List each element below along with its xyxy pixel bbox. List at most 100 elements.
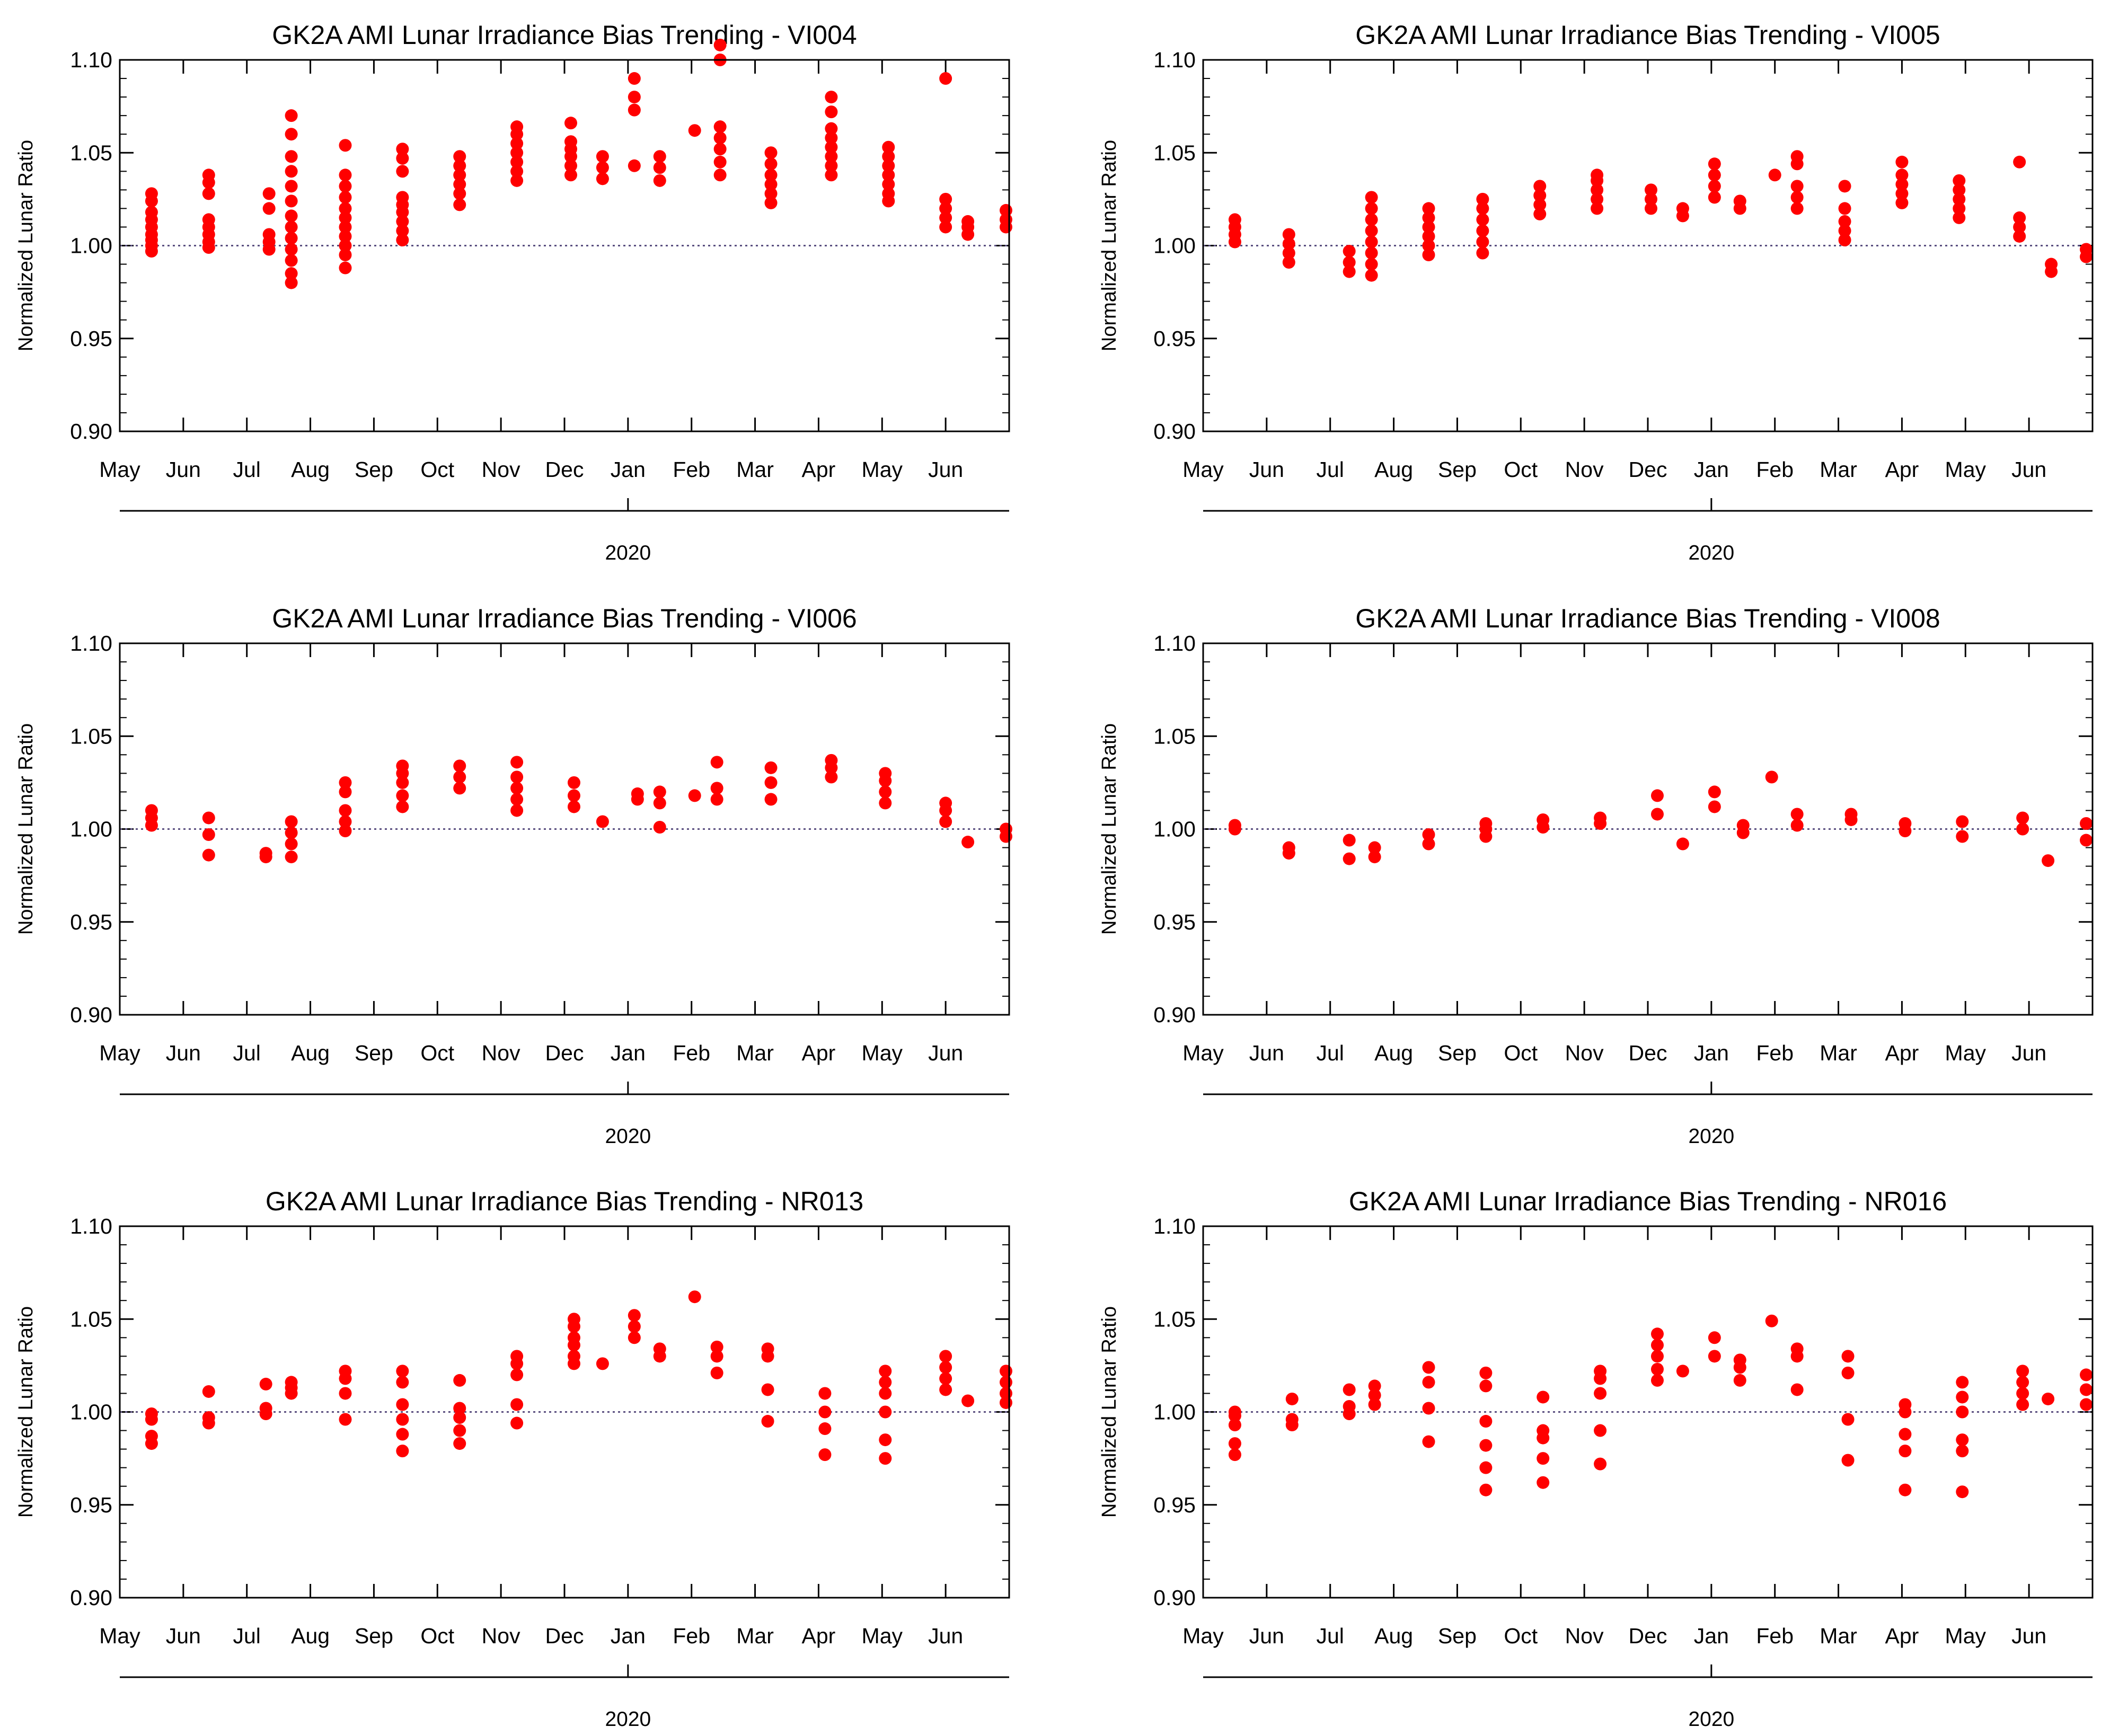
data-point: [825, 131, 838, 145]
data-point: [1591, 183, 1604, 197]
data-point: [2016, 1398, 2029, 1411]
data-point: [453, 759, 466, 773]
data-point: [1956, 830, 1969, 843]
data-point: [764, 187, 778, 200]
data-point: [1594, 1457, 1607, 1471]
data-point: [1228, 1419, 1241, 1432]
data-point: [1790, 191, 1804, 204]
x-month-label: Jan: [1694, 1624, 1729, 1648]
data-point: [2080, 243, 2093, 256]
data-point: [688, 124, 701, 137]
data-point: [1841, 1366, 1855, 1379]
x-month-label: Jul: [233, 1624, 261, 1648]
data-point: [1676, 202, 1689, 215]
data-point: [1838, 180, 1851, 193]
data-point: [339, 202, 352, 215]
data-point: [1422, 220, 1435, 234]
plot-frame: [119, 59, 1010, 432]
y-tick-label: 0.95: [1153, 910, 1196, 934]
data-point: [259, 1377, 272, 1390]
data-point: [764, 776, 778, 789]
y-tick-label: 0.90: [70, 419, 112, 444]
y-tick-label: 1.00: [1153, 817, 1196, 842]
data-point: [818, 1448, 832, 1462]
data-point: [825, 140, 838, 154]
y-tick-label: 1.10: [70, 1214, 112, 1238]
y-tick-label: 1.00: [70, 817, 112, 842]
data-point: [1537, 1476, 1550, 1489]
data-point: [939, 211, 952, 224]
data-point: [1422, 837, 1435, 851]
x-month-label: Jun: [928, 1041, 963, 1065]
data-point: [1285, 1392, 1299, 1405]
data-point: [1343, 256, 1356, 269]
data-point: [396, 759, 409, 773]
data-point: [510, 1398, 524, 1411]
data-point: [396, 152, 409, 165]
data-point: [939, 1383, 952, 1396]
data-point: [1533, 198, 1547, 211]
data-point: [339, 229, 352, 243]
y-axis-label: Normalized Lunar Ratio: [1098, 1306, 1120, 1518]
data-point: [1790, 1342, 1804, 1356]
data-point: [1650, 1339, 1664, 1352]
data-point: [1422, 1435, 1435, 1448]
data-point: [596, 161, 609, 174]
data-point: [710, 1366, 723, 1379]
data-point: [510, 1416, 524, 1430]
data-point: [339, 169, 352, 182]
data-point: [1650, 1374, 1664, 1387]
year-label: 2020: [605, 1125, 651, 1148]
data-point: [1537, 1452, 1550, 1465]
data-point: [825, 91, 838, 104]
y-tick-label: 1.05: [1153, 1307, 1196, 1331]
x-month-label: Oct: [420, 457, 454, 482]
data-point: [262, 187, 276, 200]
chart-title: GK2A AMI Lunar Irradiance Bias Trending …: [1355, 604, 1940, 633]
data-point: [567, 1331, 580, 1344]
data-point: [882, 187, 895, 200]
data-point: [510, 1368, 524, 1381]
x-month-label: Nov: [1565, 1624, 1604, 1648]
x-month-label: Jul: [1317, 1624, 1344, 1648]
data-point: [2013, 229, 2026, 243]
data-point: [1644, 202, 1657, 215]
data-point: [510, 165, 524, 178]
data-point: [285, 826, 298, 839]
data-point: [1953, 192, 1966, 206]
x-month-label: May: [862, 1041, 903, 1065]
y-tick-label: 1.10: [1153, 631, 1196, 656]
chart-title: GK2A AMI Lunar Irradiance Bias Trending …: [272, 604, 857, 633]
x-month-label: May: [1945, 1624, 1987, 1648]
x-month-label: Mar: [736, 457, 774, 482]
x-month-label: Feb: [1756, 1624, 1794, 1648]
data-point: [2045, 258, 2058, 271]
x-month-label: Jun: [166, 457, 201, 482]
data-point: [1708, 1350, 1721, 1363]
data-point: [285, 243, 298, 256]
x-month-label: Apr: [802, 457, 836, 482]
data-point: [1365, 269, 1378, 282]
data-point: [453, 1411, 466, 1424]
data-point: [339, 1413, 352, 1426]
data-point: [202, 848, 215, 862]
x-month-label: May: [99, 1624, 140, 1648]
data-point: [1650, 808, 1664, 821]
y-tick-label: 0.90: [1153, 419, 1196, 444]
data-point: [1476, 224, 1489, 237]
data-point: [1790, 808, 1804, 821]
data-point: [1228, 1437, 1241, 1450]
data-point: [339, 220, 352, 234]
data-point: [653, 150, 666, 163]
data-point: [285, 851, 298, 864]
data-point: [396, 1413, 409, 1426]
data-point: [939, 192, 952, 206]
data-point: [453, 1374, 466, 1387]
data-point: [453, 178, 466, 191]
data-point: [285, 232, 298, 245]
data-point: [339, 776, 352, 789]
data-point: [145, 206, 158, 219]
data-point: [396, 165, 409, 178]
plot-frame: [1202, 642, 2094, 1016]
data-point: [339, 261, 352, 274]
